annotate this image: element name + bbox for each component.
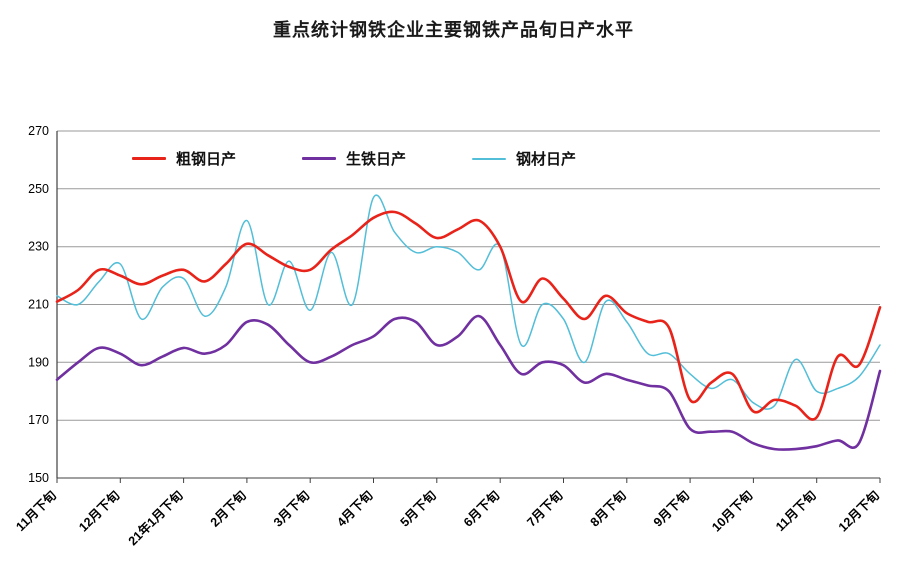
y-tick-label: 150 bbox=[28, 471, 49, 485]
x-tick-label: 11月下旬 bbox=[13, 488, 59, 534]
x-tick-label: 6月下旬 bbox=[460, 488, 502, 530]
chart-title: 重点统计钢铁企业主要钢铁产品旬日产水平 bbox=[273, 20, 634, 40]
x-tick-label: 3月下旬 bbox=[270, 488, 312, 530]
legend-item-steel-products: 钢材日产 bbox=[472, 148, 576, 169]
legend-label-steel-products: 钢材日产 bbox=[516, 151, 577, 168]
y-tick-label: 250 bbox=[28, 182, 49, 196]
steel-products-line-swatch bbox=[472, 157, 507, 160]
x-tick-label: 12月下旬 bbox=[75, 488, 122, 535]
x-tick-label: 11月下旬 bbox=[772, 488, 818, 534]
series-line-生铁日产 bbox=[55, 314, 882, 451]
y-tick-label: 170 bbox=[28, 413, 49, 427]
y-tick-label: 230 bbox=[28, 240, 49, 254]
y-tick-label: 270 bbox=[28, 124, 49, 138]
x-tick-label: 12月下旬 bbox=[835, 488, 882, 535]
legend-item-pig-iron: 生铁日产 bbox=[302, 148, 406, 169]
x-tick-label: 4月下旬 bbox=[334, 488, 376, 530]
x-tick-label: 2月下旬 bbox=[207, 488, 249, 530]
series-line-粗钢日产 bbox=[55, 210, 882, 421]
y-tick-label: 190 bbox=[28, 355, 49, 369]
x-tick-label: 21年1月下旬 bbox=[125, 488, 186, 549]
x-tick-label: 7月下旬 bbox=[524, 488, 566, 530]
x-tick-label: 9月下旬 bbox=[650, 488, 692, 530]
crude-steel-line-swatch bbox=[132, 157, 166, 160]
legend-item-crude-steel: 粗钢日产 bbox=[132, 148, 236, 169]
y-tick-label: 210 bbox=[28, 298, 49, 312]
legend-label-pig-iron: 生铁日产 bbox=[346, 151, 407, 168]
x-tick-label: 8月下旬 bbox=[587, 488, 629, 530]
series-line-钢材日产 bbox=[56, 194, 881, 410]
legend-label-crude-steel: 粗钢日产 bbox=[176, 151, 237, 168]
legend: 粗钢日产 生铁日产 钢材日产 bbox=[132, 148, 576, 169]
pig-iron-line-swatch bbox=[302, 157, 337, 160]
x-tick-label: 10月下旬 bbox=[709, 488, 756, 535]
x-tick-label: 5月下旬 bbox=[397, 488, 439, 530]
